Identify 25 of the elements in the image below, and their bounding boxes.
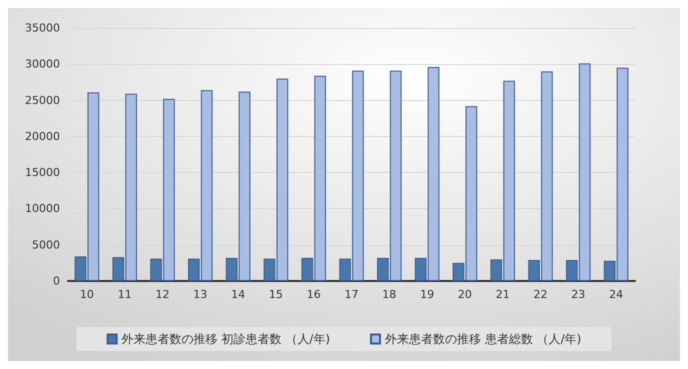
y-tick-label: 20000 [25, 130, 60, 143]
x-tick-label: 22 [534, 288, 548, 301]
x-tick-label: 19 [420, 288, 434, 301]
x-tick-label: 16 [306, 288, 321, 301]
legend-label: 外来患者数の推移 初診患者数 （人/年) [122, 332, 330, 346]
x-tick-label: 21 [496, 288, 510, 301]
y-tick-label: 10000 [25, 202, 60, 216]
x-tick-label: 10 [80, 288, 94, 301]
y-tick-label: 0 [53, 274, 60, 288]
x-tick-label: 15 [268, 288, 283, 301]
x-tick-label: 14 [231, 288, 246, 301]
x-tick-label: 13 [193, 288, 208, 301]
x-tick-label: 11 [118, 288, 132, 301]
x-tick-label: 23 [571, 288, 586, 301]
x-tick-label: 20 [458, 288, 472, 301]
x-tick-label: 17 [344, 288, 358, 301]
y-tick-label: 30000 [25, 58, 60, 71]
y-tick-label: 25000 [25, 94, 60, 107]
y-tick-label: 35000 [25, 22, 60, 34]
legend-label: 外来患者数の推移 患者総数 （人/年) [385, 332, 582, 346]
y-tick-label: 15000 [25, 166, 60, 180]
x-tick-label: 18 [382, 288, 396, 301]
y-tick-label: 5000 [32, 238, 60, 252]
x-tick-label: 12 [156, 288, 170, 301]
x-tick-label: 24 [609, 288, 624, 301]
